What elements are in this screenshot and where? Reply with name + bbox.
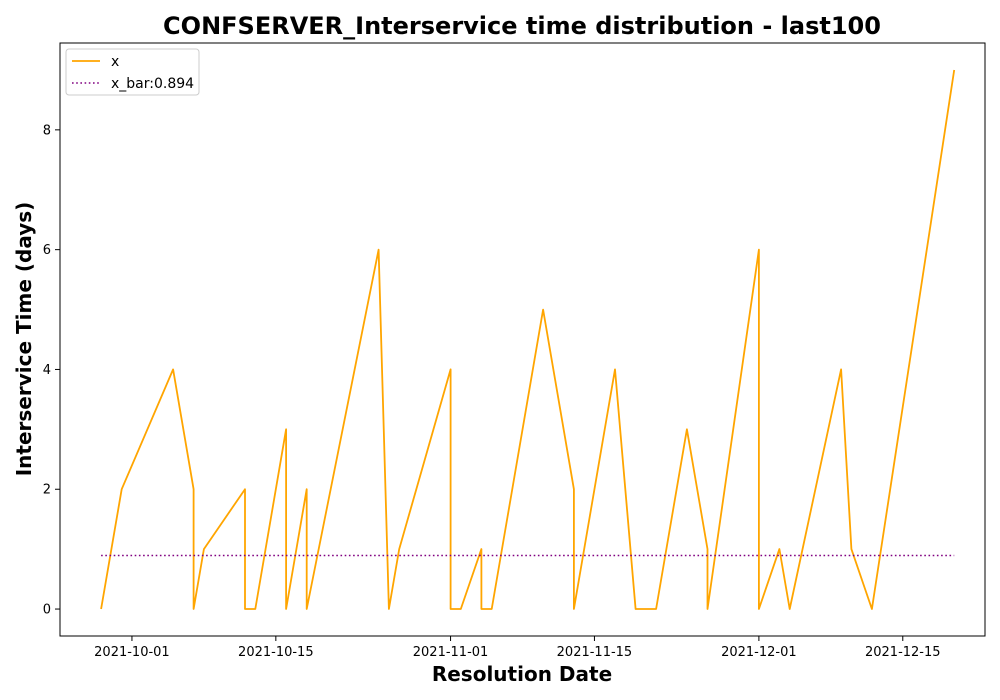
y-tick-label: 0 [43, 603, 51, 618]
y-axis-ticks: 0 2 4 6 8 [43, 123, 60, 618]
plot-frame [59, 42, 986, 637]
x-tick-label: 2021-10-01 [94, 645, 170, 660]
x-axis-label: Resolution Date [432, 662, 612, 686]
x-tick-label: 2021-10-15 [238, 645, 314, 660]
chart-title: CONFSERVER_Interservice time distributio… [163, 12, 881, 40]
x-tick-label: 2021-12-01 [721, 645, 797, 660]
legend: x x_bar:0.894 [65, 48, 200, 96]
y-axis-label: Interservice Time (days) [12, 202, 36, 477]
y-tick-label: 2 [43, 483, 51, 498]
y-tick-label: 6 [43, 243, 51, 258]
y-tick-label: 8 [43, 123, 51, 138]
x-tick-label: 2021-11-01 [413, 645, 489, 660]
legend-label-x_bar:0.894: x_bar:0.894 [111, 76, 194, 92]
x-tick-label: 2021-12-15 [865, 645, 941, 660]
legend-label-x: x [111, 54, 119, 70]
series-line-x [100, 69, 956, 610]
x-tick-label: 2021-11-15 [557, 645, 633, 660]
y-tick-label: 4 [43, 363, 51, 378]
x-axis-ticks: 2021-10-01 2021-10-15 2021-11-01 2021-11-15… [94, 636, 941, 660]
plot-area [100, 69, 956, 610]
